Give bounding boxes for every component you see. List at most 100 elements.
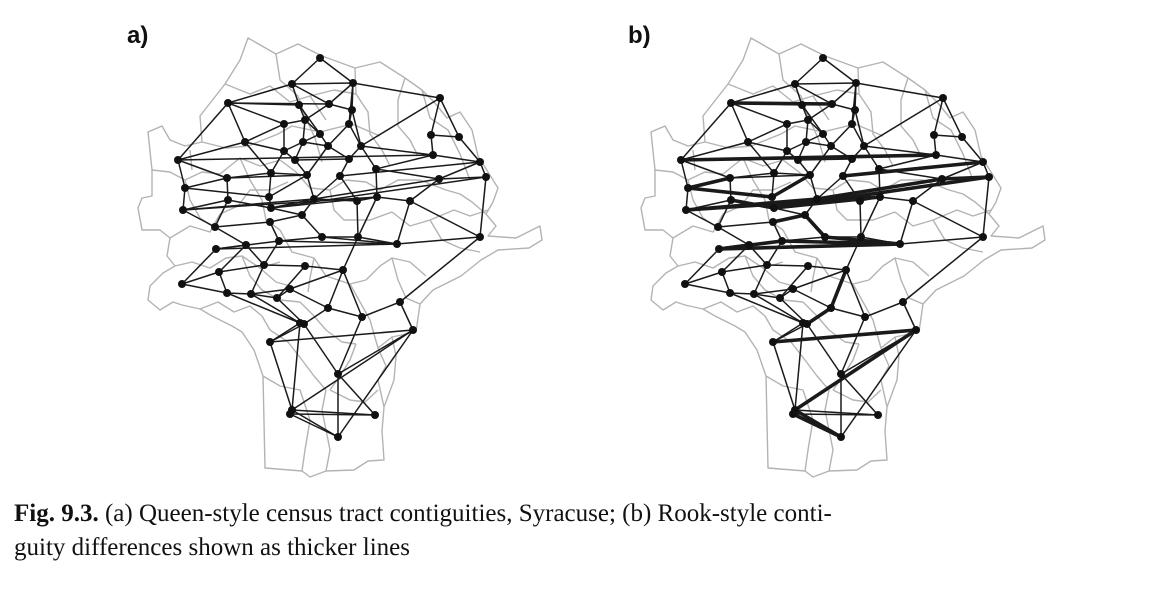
rook-contiguity-map xyxy=(640,37,1046,478)
tract-centroid xyxy=(821,233,829,241)
tract-centroid xyxy=(715,245,723,253)
tract-centroid xyxy=(286,410,294,418)
contiguity-edge xyxy=(794,83,833,105)
tract-boundary xyxy=(764,315,830,391)
contiguity-edge xyxy=(303,323,339,375)
contiguity-edge xyxy=(801,104,824,135)
contiguity-edge xyxy=(773,172,811,176)
tract-centroid xyxy=(727,99,735,107)
tract-centroid xyxy=(334,433,342,441)
tract-boundary xyxy=(765,375,814,472)
contiguity-edge xyxy=(270,176,487,209)
contiguity-edge xyxy=(854,109,865,147)
tract-centroid xyxy=(899,298,907,306)
tract-centroid xyxy=(979,233,987,241)
rook-difference-edge xyxy=(829,268,848,310)
rook-difference-edge xyxy=(815,177,944,201)
contiguity-edge xyxy=(809,145,832,176)
contiguity-edge xyxy=(337,373,376,416)
contiguity-edge xyxy=(263,240,280,266)
tract-centroid xyxy=(714,223,722,231)
tract-boundary xyxy=(199,301,263,317)
contiguity-edge xyxy=(269,322,301,343)
tract-centroid xyxy=(681,280,689,288)
tract-centroid xyxy=(958,133,966,141)
contiguity-edge xyxy=(306,145,329,176)
tract-centroid xyxy=(406,197,414,205)
tract-centroids xyxy=(174,54,490,441)
contiguity-edge xyxy=(792,269,847,290)
contiguity-edge xyxy=(830,307,866,318)
contiguity-edge xyxy=(177,154,434,161)
contiguity-edge xyxy=(933,134,963,138)
tract-centroid xyxy=(178,280,186,288)
contiguity-edge xyxy=(184,177,228,189)
contiguity-edge xyxy=(680,159,731,179)
contiguity-edge xyxy=(772,322,804,343)
tract-boundary xyxy=(654,157,784,181)
tract-centroid xyxy=(802,138,810,146)
contiguity-edge xyxy=(301,214,323,238)
contiguity-edge xyxy=(851,123,865,147)
tract-centroid xyxy=(372,165,380,173)
tract-centroid xyxy=(318,233,326,241)
contiguity-edge xyxy=(182,209,216,228)
tract-boundary xyxy=(259,267,291,287)
contiguity-edge xyxy=(717,221,774,228)
contiguity-edge xyxy=(729,292,755,295)
tract-centroid xyxy=(316,130,324,138)
contiguity-edge xyxy=(226,292,301,324)
tract-boundary xyxy=(429,219,481,253)
tract-centroid xyxy=(837,433,845,441)
tract-centroid xyxy=(985,173,993,181)
contiguity-edge xyxy=(319,57,354,84)
tract-centroid xyxy=(393,240,401,248)
tract-centroid xyxy=(265,193,273,201)
contiguity-edge xyxy=(181,271,220,285)
contiguity-edge xyxy=(313,198,358,202)
tract-centroid xyxy=(291,156,299,164)
tract-centroid xyxy=(909,197,917,205)
contiguity-edge xyxy=(337,329,414,375)
contiguity-edge xyxy=(840,373,879,416)
rook-difference-edge xyxy=(793,328,918,412)
contiguity-edge xyxy=(680,102,732,161)
contiguity-edge xyxy=(753,264,768,295)
tract-boundary xyxy=(810,257,818,293)
contiguity-edge xyxy=(375,168,440,180)
contiguity-edge xyxy=(396,236,481,245)
rook-difference-edge xyxy=(771,328,918,344)
contiguity-edge xyxy=(753,288,794,295)
tract-centroid xyxy=(316,54,324,62)
tract-boundary xyxy=(744,255,804,303)
tract-boundaries xyxy=(640,37,1046,478)
tract-centroid xyxy=(789,285,797,293)
tract-centroid xyxy=(744,138,752,146)
contiguity-edge xyxy=(680,159,689,189)
tract-boundary xyxy=(169,181,289,239)
contiguity-edge xyxy=(356,200,359,238)
tract-centroid xyxy=(286,285,294,293)
contiguity-edge xyxy=(684,248,720,285)
tract-centroid xyxy=(273,294,281,302)
contiguity-edge xyxy=(306,174,315,200)
contiguity-edge xyxy=(244,123,285,143)
tract-centroid xyxy=(684,184,692,192)
contiguity-edge xyxy=(182,196,378,211)
contiguity-edge xyxy=(291,57,321,85)
contiguity-edge xyxy=(899,236,984,245)
rook-difference-edge xyxy=(791,412,843,439)
contiguity-edge xyxy=(177,159,186,189)
contiguity-edge xyxy=(831,82,857,105)
tract-centroid xyxy=(280,120,288,128)
tract-centroid xyxy=(938,175,946,183)
contiguity-edge xyxy=(855,82,944,99)
caption-line-1: Fig. 9.3. (a) Queen-style census tract c… xyxy=(14,497,1164,531)
contiguity-edge xyxy=(772,341,796,411)
tract-centroid xyxy=(789,410,797,418)
tract-centroid xyxy=(358,313,366,321)
contiguity-edge xyxy=(794,57,824,85)
contiguity-edge xyxy=(227,102,246,143)
tract-centroid xyxy=(860,142,868,150)
contiguity-edge xyxy=(840,316,866,375)
